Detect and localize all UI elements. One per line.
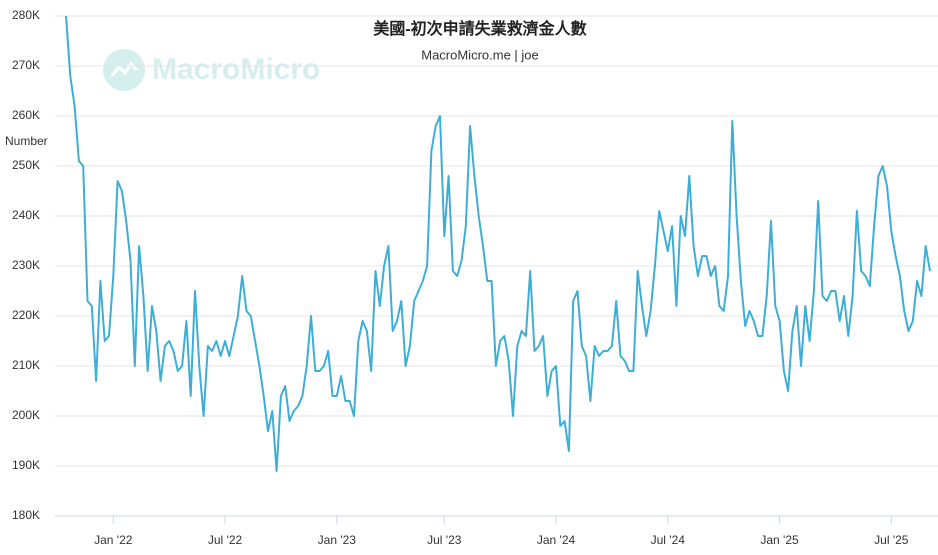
y-tick-label: 220K [12,308,40,322]
x-tick-label: Jul '25 [874,533,909,547]
y-tick-label: 250K [12,158,40,172]
y-tick-label: 200K [12,408,40,422]
y-axis-label: Number [5,134,48,148]
y-tick-label: 190K [12,458,40,472]
x-tick-label: Jan '25 [760,533,799,547]
chart-subtitle: MacroMicro.me | joe [421,47,539,62]
watermark: MacroMicro [152,53,320,86]
watermark-logo [103,49,145,91]
y-tick-label: 270K [12,58,40,72]
x-tick-label: Jul '23 [427,533,462,547]
y-tick-label: 240K [12,208,40,222]
x-tick-label: Jan '24 [537,533,576,547]
grid [55,15,938,517]
line-series [65,15,931,472]
y-tick-label: 210K [12,358,40,372]
x-tick-label: Jul '22 [208,533,243,547]
subtitle-bg [355,42,605,68]
chart-title: 美國-初次申請失業救濟金人數 [373,19,586,38]
plot [65,15,931,472]
y-tick-label: 280K [12,8,40,22]
y-tick-label: 230K [12,258,40,272]
x-tick-label: Jan '22 [94,533,133,547]
y-tick-label: 260K [12,108,40,122]
x-tick-label: Jan '23 [318,533,357,547]
x-tick-label: Jul '24 [651,533,686,547]
y-tick-label: 180K [12,508,40,522]
